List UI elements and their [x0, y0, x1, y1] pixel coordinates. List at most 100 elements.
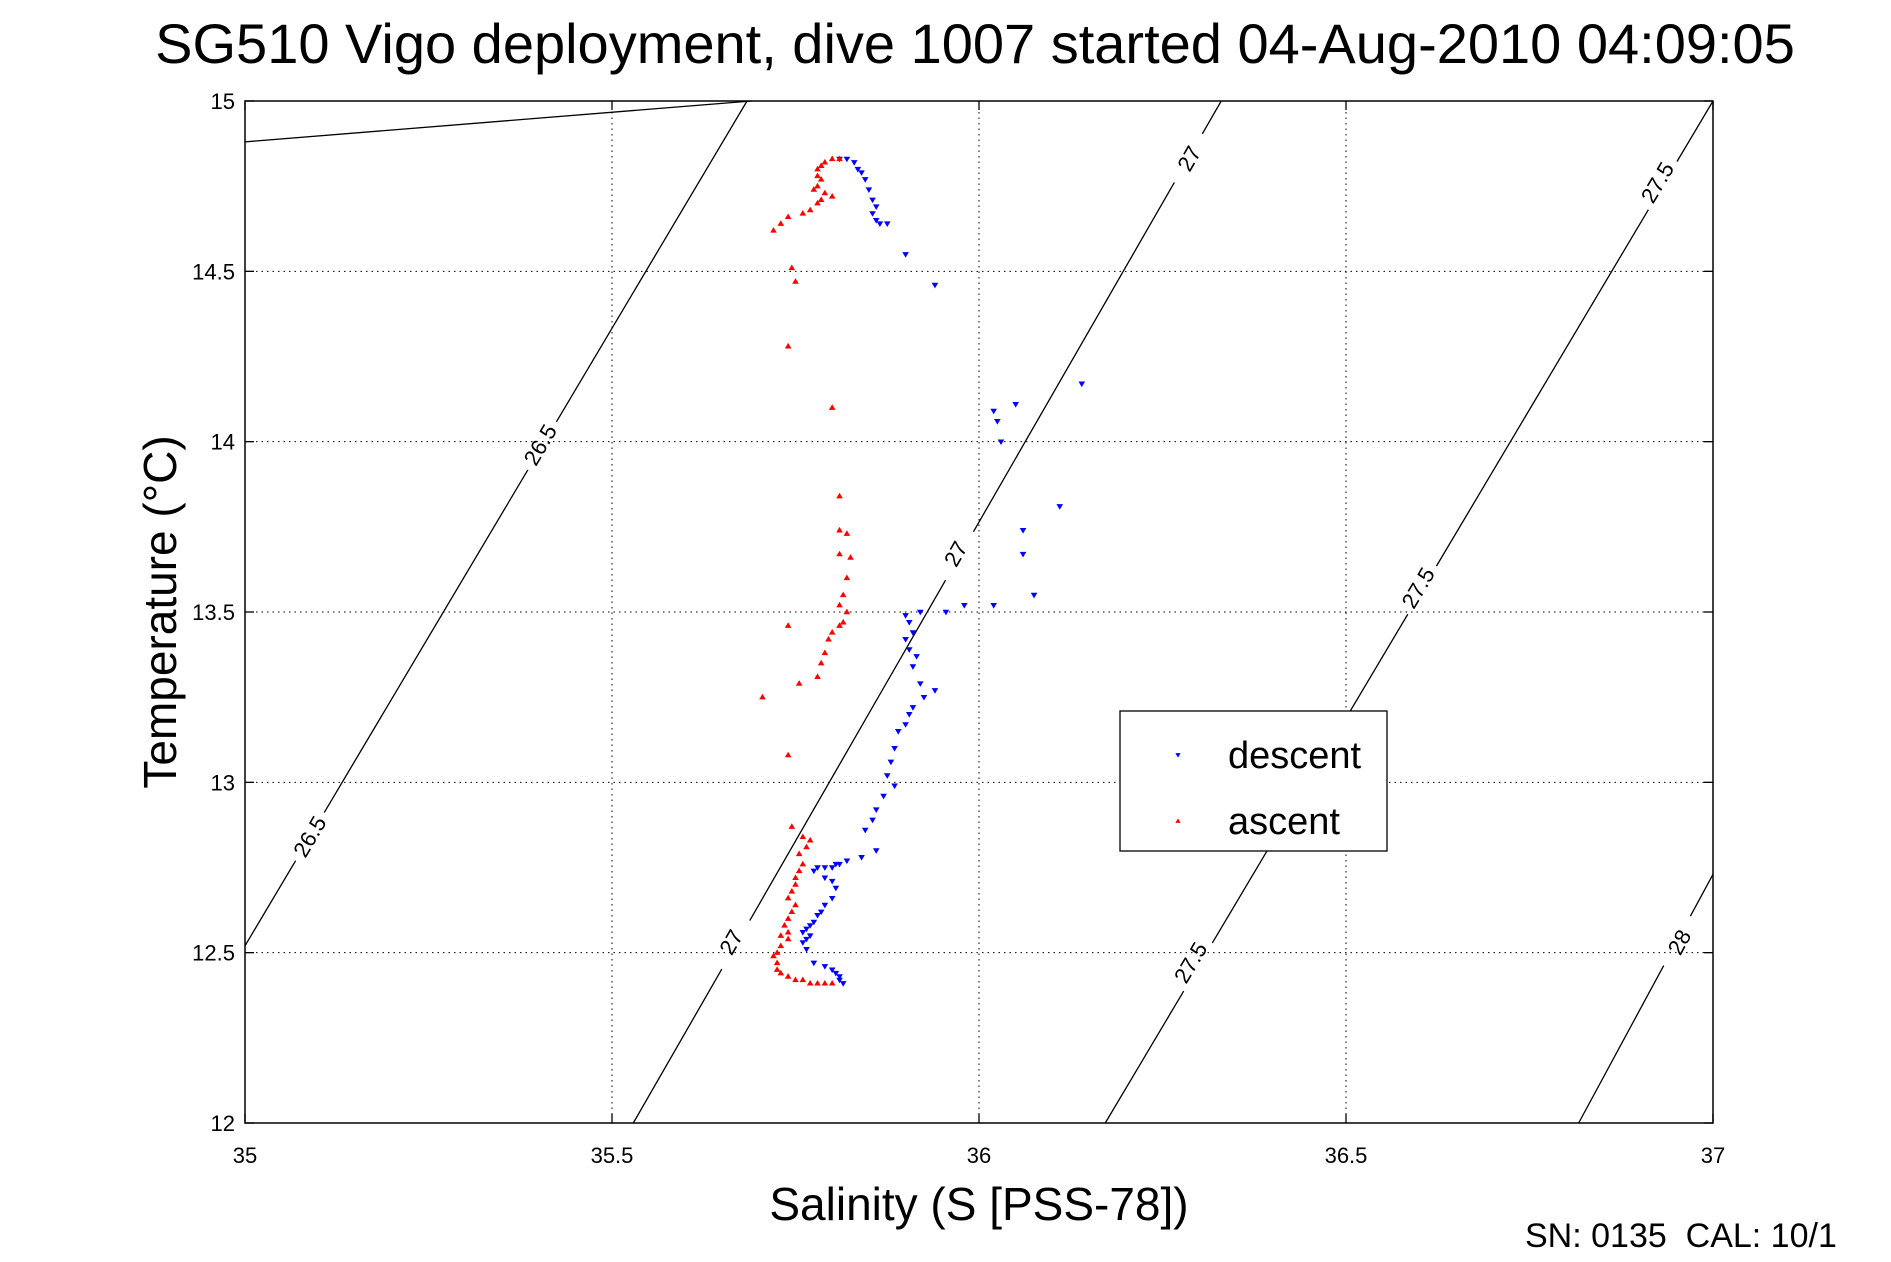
ascent-point [795, 850, 803, 857]
descent-point [880, 793, 887, 800]
descent-point [883, 221, 891, 228]
descent-point [861, 177, 869, 183]
ascent-point [803, 843, 810, 850]
descent-point [821, 875, 829, 882]
descent-point [891, 783, 898, 790]
descent-point [865, 187, 873, 193]
ascent-point [784, 894, 792, 901]
ascent-point [817, 196, 825, 203]
descent-point [854, 166, 862, 173]
descent-point [909, 705, 917, 711]
descent-point [869, 197, 876, 204]
descent-point [850, 160, 858, 166]
descent-point [869, 211, 876, 217]
ascent-point [836, 622, 843, 628]
x-axis-label: Salinity (S [PSS-78]) [769, 1178, 1188, 1230]
descent-point [872, 807, 880, 813]
ascent-point [836, 492, 843, 499]
descent-point [806, 933, 814, 940]
x-tick-label: 36 [967, 1143, 991, 1168]
ascent-point [792, 901, 799, 908]
descent-point [810, 919, 818, 926]
ascent-point [795, 867, 803, 874]
descent-point [821, 865, 829, 871]
density-contour-line [244, 100, 752, 143]
ascent-point [836, 550, 843, 557]
ascent-point [759, 693, 766, 700]
descent-point [1012, 401, 1019, 408]
footer-serial-calibration: SN: 0135 CAL: 10/1 [1525, 1217, 1837, 1255]
y-tick-label: 14 [211, 430, 235, 455]
descent-point [843, 858, 851, 865]
legend-marker-ascent [1175, 818, 1181, 823]
descent-point [909, 664, 917, 670]
x-axis-ticks: 35 35.5 36 36.5 37 [233, 101, 1725, 1168]
descent-point [828, 865, 836, 871]
ascent-point [792, 278, 799, 284]
descent-point [872, 218, 880, 224]
descent-point [920, 694, 928, 701]
descent-point [931, 688, 939, 694]
series-descent [799, 156, 1086, 987]
legend-label-descent: descent [1228, 735, 1362, 777]
descent-point [806, 923, 814, 929]
ascent-point [814, 673, 821, 679]
ascent-point [843, 574, 851, 581]
ascent-point [814, 172, 821, 179]
ascent-point [821, 189, 829, 196]
descent-point [858, 855, 865, 861]
ascent-point [817, 162, 825, 168]
ascent-point [788, 264, 796, 271]
ascent-point [795, 680, 803, 686]
ascent-point [806, 836, 814, 843]
descent-point [869, 817, 876, 824]
ascent-point [828, 155, 836, 162]
descent-point [894, 729, 902, 735]
ascent-point [770, 227, 777, 233]
ascent-point [843, 608, 851, 615]
y-tick-label: 12 [211, 1111, 235, 1136]
descent-point [861, 827, 869, 834]
ascent-point [792, 874, 799, 880]
ascent-point [784, 928, 792, 935]
descent-point [872, 848, 880, 854]
descent-point [1056, 504, 1064, 510]
ascent-point [788, 887, 796, 894]
ascent-point [836, 526, 843, 533]
ascent-point [817, 659, 825, 666]
descent-point [832, 970, 840, 977]
ascent-point [843, 530, 851, 536]
ascent-point [770, 952, 777, 959]
descent-point [887, 759, 895, 766]
x-tick-label: 35.5 [591, 1143, 634, 1168]
descent-point [803, 936, 810, 943]
descent-point [1019, 551, 1027, 558]
descent-point [810, 960, 818, 967]
ascent-point [788, 908, 796, 915]
series-ascent [759, 155, 854, 986]
descent-point [909, 630, 917, 636]
descent-point [931, 282, 939, 289]
ascent-point [825, 635, 832, 642]
ascent-point [821, 979, 829, 986]
descent-point [803, 926, 810, 933]
x-tick-label: 36.5 [1325, 1143, 1368, 1168]
descent-point [810, 868, 818, 875]
density-contour-line [244, 100, 748, 947]
ascent-point [828, 629, 836, 635]
descent-point [1030, 592, 1038, 599]
ascent-point [806, 206, 814, 213]
ascent-point [839, 591, 847, 598]
ascent-point [784, 751, 792, 758]
descent-point [876, 221, 884, 228]
descent-point [836, 977, 843, 984]
descent-point [902, 637, 909, 643]
ascent-point [781, 922, 788, 928]
ascent-point [814, 199, 821, 206]
descent-point [990, 602, 997, 609]
ascent-point [821, 158, 829, 165]
ascent-point [806, 979, 814, 986]
y-tick-label: 13 [211, 770, 235, 795]
descent-point [828, 967, 836, 974]
descent-point [817, 909, 825, 916]
